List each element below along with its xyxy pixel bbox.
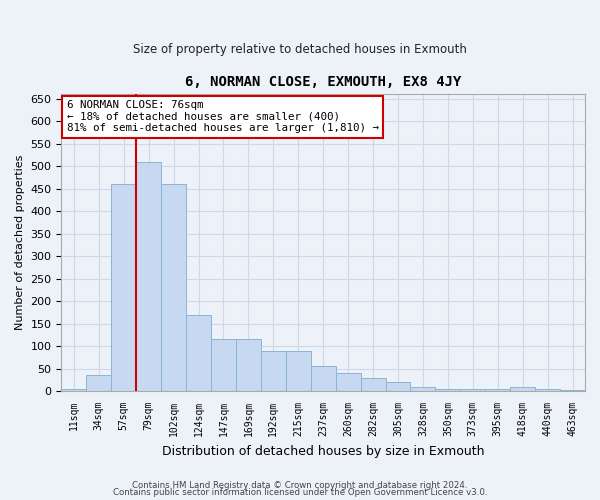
Bar (61, 389, 86, 391)
Bar (560, 390, 585, 391)
Bar (535, 389, 560, 391)
Bar (335, 373, 361, 391)
Bar (361, 378, 386, 391)
X-axis label: Distribution of detached houses by size in Exmouth: Distribution of detached houses by size … (162, 444, 484, 458)
Bar (510, 386, 535, 391)
Y-axis label: Number of detached properties: Number of detached properties (15, 155, 25, 330)
Text: 6 NORMAN CLOSE: 76sqm
← 18% of detached houses are smaller (400)
81% of semi-det: 6 NORMAN CLOSE: 76sqm ← 18% of detached … (67, 100, 379, 134)
Bar (186, 314, 211, 391)
Text: Size of property relative to detached houses in Exmouth: Size of property relative to detached ho… (133, 42, 467, 56)
Bar (436, 389, 460, 391)
Bar (410, 386, 436, 391)
Text: Contains HM Land Registry data © Crown copyright and database right 2024.: Contains HM Land Registry data © Crown c… (132, 480, 468, 490)
Bar (111, 184, 136, 391)
Title: 6, NORMAN CLOSE, EXMOUTH, EX8 4JY: 6, NORMAN CLOSE, EXMOUTH, EX8 4JY (185, 75, 461, 89)
Text: Contains public sector information licensed under the Open Government Licence v3: Contains public sector information licen… (113, 488, 487, 497)
Bar (261, 350, 286, 391)
Bar (86, 376, 111, 391)
Bar (460, 389, 485, 391)
Bar (311, 366, 335, 391)
Bar (161, 184, 186, 391)
Bar (136, 162, 161, 391)
Bar (386, 382, 410, 391)
Bar (236, 340, 261, 391)
Bar (211, 340, 236, 391)
Bar (485, 389, 510, 391)
Bar (286, 350, 311, 391)
